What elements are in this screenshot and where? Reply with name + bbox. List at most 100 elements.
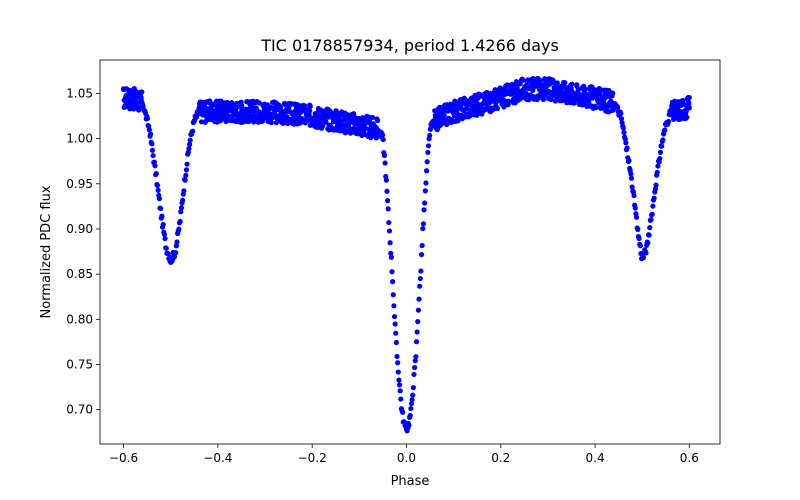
- data-point: [637, 243, 643, 249]
- y-axis-label: Normalized PDC flux: [39, 185, 54, 318]
- data-point: [182, 177, 188, 183]
- data-point: [302, 103, 308, 109]
- data-point: [419, 242, 425, 249]
- data-point: [183, 172, 189, 179]
- data-point: [173, 250, 179, 256]
- data-point: [380, 136, 386, 143]
- x-axis-label: Phase: [391, 474, 430, 489]
- data-point: [425, 143, 432, 149]
- data-point: [409, 397, 415, 403]
- data-point: [418, 252, 425, 258]
- data-point: [139, 89, 145, 95]
- x-tick-label: −0.4: [203, 451, 232, 465]
- data-point: [158, 205, 164, 212]
- chart-title: TIC 0178857934, period 1.4266 days: [260, 36, 559, 55]
- data-point: [530, 87, 536, 93]
- x-tick-label: −0.2: [298, 451, 327, 465]
- data-point: [622, 136, 628, 142]
- data-point: [423, 180, 429, 186]
- y-tick-label: 0.75: [66, 357, 93, 371]
- data-point: [379, 132, 386, 138]
- data-point: [394, 353, 400, 360]
- data-point: [662, 127, 668, 133]
- data-point: [160, 222, 166, 228]
- data-point: [152, 163, 158, 169]
- data-point: [178, 205, 185, 211]
- data-point: [184, 161, 190, 167]
- data-point: [144, 115, 151, 122]
- data-point: [420, 221, 427, 227]
- data-point: [422, 200, 428, 206]
- data-point: [660, 137, 666, 143]
- data-point: [187, 137, 193, 143]
- y-tick-label: 0.80: [66, 312, 93, 326]
- data-point: [632, 205, 638, 211]
- data-point: [631, 192, 637, 199]
- data-point: [374, 117, 381, 124]
- x-tick-label: 0.2: [491, 451, 510, 465]
- data-point: [395, 360, 401, 366]
- data-point: [161, 231, 168, 238]
- y-tick-label: 0.95: [66, 177, 93, 191]
- data-point: [654, 169, 660, 176]
- data-point: [657, 155, 663, 162]
- data-point: [390, 279, 396, 285]
- data-point: [146, 127, 152, 133]
- data-point: [582, 86, 588, 92]
- data-point: [615, 104, 621, 110]
- x-tick-label: 0.6: [680, 451, 699, 465]
- data-point: [410, 385, 416, 391]
- data-point: [629, 184, 635, 190]
- data-point: [636, 235, 642, 242]
- data-point: [148, 131, 154, 137]
- data-point: [388, 250, 394, 256]
- data-point: [684, 114, 690, 120]
- data-point: [393, 330, 399, 336]
- data-point: [307, 108, 313, 114]
- data-point: [400, 409, 406, 415]
- data-point: [174, 239, 180, 245]
- data-point: [610, 90, 616, 96]
- y-tick-label: 1.05: [66, 86, 93, 100]
- y-tick-label: 0.85: [66, 267, 93, 281]
- data-point: [425, 149, 431, 156]
- data-point: [256, 100, 262, 106]
- data-point: [149, 141, 155, 147]
- data-point: [407, 412, 413, 419]
- data-point: [395, 369, 401, 375]
- data-point: [239, 103, 245, 109]
- data-point: [554, 80, 560, 86]
- data-point: [597, 90, 603, 97]
- data-point: [154, 182, 161, 188]
- data-point: [525, 85, 532, 92]
- data-point: [398, 396, 404, 402]
- data-point: [163, 245, 169, 251]
- data-point: [561, 83, 567, 90]
- data-point: [186, 146, 192, 152]
- data-point: [635, 226, 641, 233]
- data-point: [643, 250, 649, 256]
- data-point: [177, 218, 183, 225]
- data-point: [441, 112, 447, 118]
- data-point: [414, 329, 420, 335]
- data-point: [150, 152, 156, 159]
- data-point: [624, 145, 630, 151]
- data-point: [408, 401, 415, 407]
- data-point: [417, 283, 423, 289]
- data-point: [180, 197, 186, 203]
- data-point: [259, 118, 266, 124]
- data-point: [686, 100, 692, 106]
- data-point: [596, 85, 603, 92]
- data-point: [628, 175, 635, 181]
- data-point: [648, 217, 654, 223]
- data-point: [495, 105, 501, 112]
- data-point: [558, 87, 564, 93]
- data-point: [623, 140, 629, 146]
- data-point: [155, 187, 161, 193]
- data-point: [646, 232, 652, 238]
- data-point: [548, 96, 554, 103]
- data-point: [416, 296, 422, 302]
- data-point: [383, 177, 389, 183]
- data-point: [385, 206, 391, 212]
